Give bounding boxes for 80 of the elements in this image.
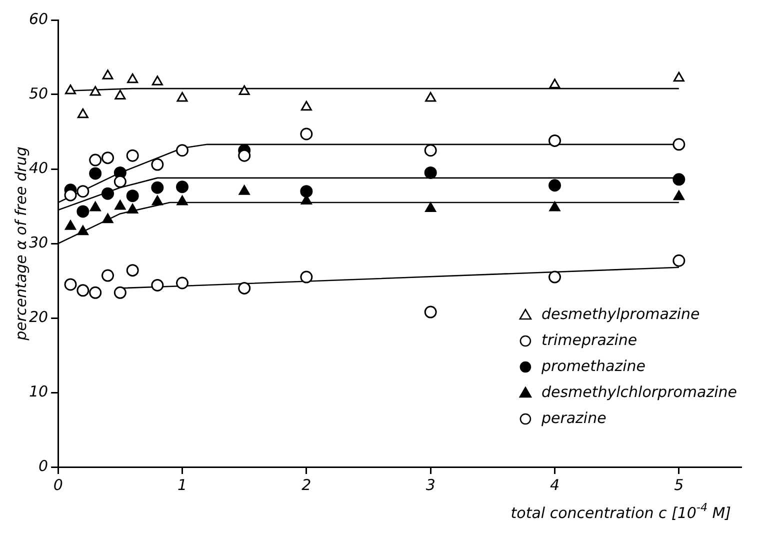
point bbox=[127, 204, 138, 214]
point bbox=[238, 185, 250, 195]
point bbox=[76, 185, 90, 198]
x-tick-label: 3 bbox=[426, 476, 436, 494]
point bbox=[102, 187, 114, 200]
x-tick-label: 4 bbox=[550, 476, 560, 494]
y-tick-label: 10 bbox=[28, 382, 48, 400]
point bbox=[425, 92, 436, 102]
point bbox=[89, 154, 102, 166]
point bbox=[672, 254, 686, 267]
point bbox=[89, 167, 102, 180]
x-tick-label: 2 bbox=[302, 476, 312, 494]
point bbox=[238, 85, 250, 96]
y-tick-label: 40 bbox=[28, 158, 48, 177]
point bbox=[672, 173, 686, 186]
point bbox=[673, 72, 684, 82]
point bbox=[176, 196, 188, 206]
point bbox=[424, 166, 437, 179]
point bbox=[126, 190, 139, 202]
point bbox=[126, 264, 139, 277]
point bbox=[548, 179, 561, 192]
point bbox=[89, 286, 102, 299]
y-tick-label: 50 bbox=[28, 84, 48, 102]
point bbox=[300, 128, 313, 140]
point bbox=[126, 149, 139, 162]
point bbox=[64, 188, 77, 202]
legend-label: trimeprazine bbox=[541, 330, 638, 349]
y-tick-label: 0 bbox=[38, 456, 48, 475]
point bbox=[176, 180, 189, 194]
x-tick-label: 5 bbox=[674, 476, 684, 494]
point bbox=[152, 196, 163, 206]
y-tick-label: 30 bbox=[28, 233, 48, 252]
legend-label: promethazine bbox=[540, 356, 646, 375]
point bbox=[102, 269, 114, 282]
legend-label: desmethylchlorpromazine bbox=[541, 382, 738, 401]
point bbox=[548, 270, 561, 284]
point bbox=[102, 152, 114, 164]
point bbox=[151, 278, 164, 292]
point bbox=[102, 213, 114, 224]
legend-label: perazine bbox=[540, 408, 606, 427]
point bbox=[548, 134, 561, 147]
point bbox=[425, 202, 436, 212]
point bbox=[549, 201, 560, 212]
point bbox=[176, 144, 189, 157]
point bbox=[238, 149, 251, 162]
point bbox=[549, 78, 560, 88]
point bbox=[77, 108, 88, 118]
point bbox=[176, 276, 189, 290]
point bbox=[114, 286, 126, 299]
point bbox=[114, 175, 126, 188]
point bbox=[90, 201, 101, 212]
point bbox=[102, 70, 114, 80]
point bbox=[64, 220, 76, 230]
point bbox=[152, 76, 163, 86]
point bbox=[90, 86, 101, 96]
point bbox=[77, 225, 88, 236]
point bbox=[64, 84, 76, 94]
legend-label: desmethylpromazine bbox=[541, 304, 700, 323]
point bbox=[76, 205, 90, 218]
point bbox=[672, 138, 686, 151]
x-tick-label: 0 bbox=[53, 476, 63, 494]
point bbox=[424, 306, 437, 318]
point bbox=[114, 200, 126, 210]
point bbox=[238, 282, 251, 294]
point bbox=[151, 181, 164, 194]
y-axis-title: percentage α of free drug bbox=[12, 146, 30, 342]
point bbox=[424, 144, 437, 157]
point bbox=[300, 270, 313, 284]
point bbox=[151, 158, 164, 171]
point bbox=[64, 278, 77, 291]
point bbox=[127, 73, 138, 84]
point bbox=[300, 185, 313, 198]
x-tick-label: 1 bbox=[177, 476, 188, 494]
point bbox=[300, 100, 312, 111]
y-tick-label: 20 bbox=[28, 308, 48, 326]
y-tick-label: 60 bbox=[28, 10, 48, 28]
point bbox=[176, 92, 188, 102]
point bbox=[114, 90, 126, 100]
point bbox=[76, 284, 90, 297]
point bbox=[673, 190, 684, 200]
